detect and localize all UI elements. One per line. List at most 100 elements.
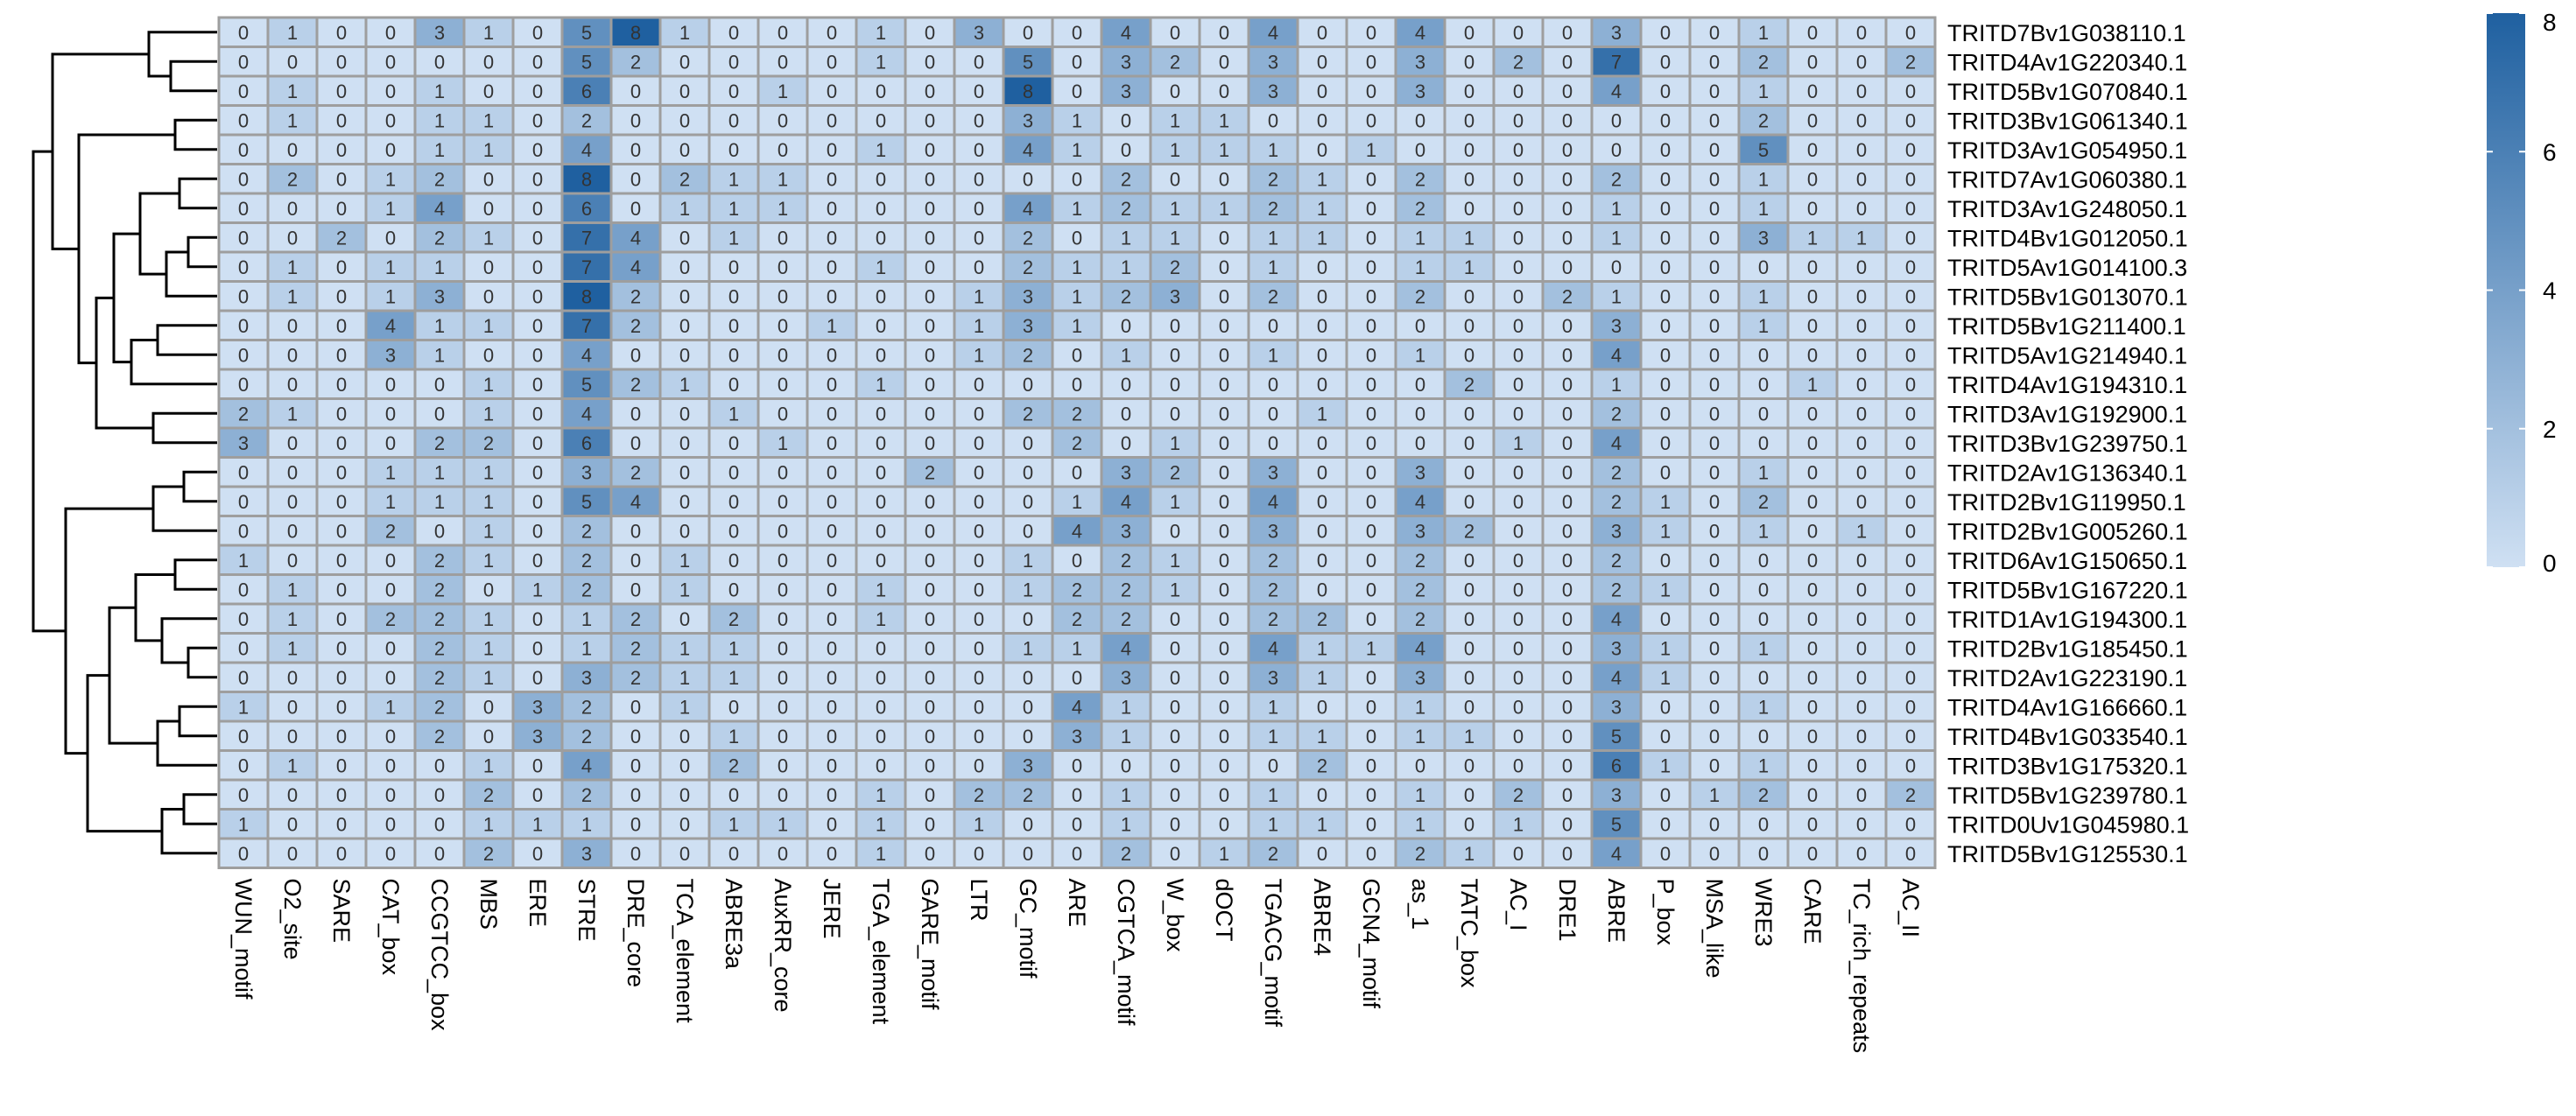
heatmap-cell (462, 280, 515, 312)
cell-value-label: 0 (630, 726, 641, 748)
cell-value-label: 2 (1415, 285, 1425, 307)
heatmap-cell (904, 778, 956, 811)
cell-value-label: 2 (1758, 51, 1769, 73)
cell-value-label: 6 (581, 198, 592, 220)
cell-value-label: 0 (287, 227, 298, 249)
cell-value-label: 4 (385, 315, 396, 337)
legend-tick-label: 2 (2543, 416, 2557, 443)
cell-value-label: 0 (728, 285, 739, 307)
cell-value-label: 0 (238, 755, 249, 776)
heatmap-cell (1737, 837, 1790, 869)
cell-value-label: 0 (1758, 550, 1769, 572)
cell-value-label: 0 (1317, 432, 1327, 454)
heatmap-cell (315, 573, 368, 606)
heatmap-cell (757, 74, 809, 107)
cell-value-label: 1 (1660, 637, 1671, 659)
cell-value-label: 0 (827, 51, 837, 73)
cell-value-label: 0 (1905, 667, 1916, 689)
cell-value-label: 0 (1709, 696, 1720, 718)
heatmap-cell (1492, 74, 1545, 107)
cell-value-label: 0 (1856, 667, 1867, 689)
cell-value-label: 0 (728, 550, 739, 572)
heatmap-cell (1541, 719, 1594, 752)
cell-value-label: 0 (728, 374, 739, 396)
cell-value-label: 0 (434, 755, 445, 776)
cell-value-label: 1 (1023, 550, 1033, 572)
cell-value-label: 0 (1709, 22, 1720, 44)
cell-value-label: 2 (1170, 461, 1180, 483)
heatmap-cell (1737, 16, 1790, 48)
cell-value-label: 2 (1023, 227, 1033, 249)
cell-value-label: 0 (385, 139, 396, 161)
heatmap-cell (1100, 691, 1152, 723)
heatmap-cell (560, 74, 613, 107)
heatmap-cell (1786, 544, 1839, 576)
heatmap-cell (1100, 46, 1152, 78)
cell-value-label: 0 (287, 432, 298, 454)
column-label: MBS (475, 879, 502, 930)
cell-value-label: 1 (974, 285, 984, 307)
cell-value-label: 0 (1660, 344, 1671, 366)
cell-value-label: 0 (336, 285, 347, 307)
cell-value-label: 1 (1317, 168, 1327, 190)
heatmap-cell (1051, 691, 1103, 723)
heatmap-cell (1296, 221, 1348, 254)
column-label: ERE (524, 879, 551, 928)
cell-value-label: 2 (1415, 608, 1425, 630)
cell-value-label: 1 (1611, 285, 1622, 307)
heatmap-cell (1198, 250, 1250, 283)
cell-value-label: 0 (1415, 315, 1425, 337)
cell-value-label: 3 (1121, 520, 1131, 542)
cell-value-label: 2 (1023, 784, 1033, 806)
cell-value-label: 0 (1464, 637, 1475, 659)
heatmap-cell (1639, 46, 1692, 78)
cell-value-label: 0 (1513, 22, 1524, 44)
heatmap-cell (658, 250, 711, 283)
cell-value-label: 2 (1121, 198, 1131, 220)
cell-value-label: 0 (532, 139, 543, 161)
cell-value-label: 0 (974, 667, 984, 689)
cell-value-label: 1 (1758, 285, 1769, 307)
cell-value-label: 0 (1856, 139, 1867, 161)
cell-value-label: 1 (1072, 198, 1082, 220)
heatmap-cell (511, 602, 564, 635)
heatmap-cell (707, 368, 760, 400)
heatmap-cell (462, 837, 515, 869)
cell-value-label: 1 (1415, 726, 1425, 748)
cell-value-label: 1 (1170, 579, 1180, 600)
cell-value-label: 2 (1268, 198, 1278, 220)
cell-value-label: 0 (1856, 256, 1867, 278)
cell-value-label: 0 (336, 315, 347, 337)
cell-value-label: 0 (1660, 198, 1671, 220)
cell-value-label: 1 (483, 227, 494, 249)
heatmap-cell (904, 368, 956, 400)
heatmap-cell (1198, 691, 1250, 723)
cell-value-label: 0 (336, 432, 347, 454)
cell-value-label: 0 (1219, 227, 1229, 249)
cell-value-label: 0 (1219, 81, 1229, 102)
cell-value-label: 0 (1807, 784, 1818, 806)
cell-value-label: 0 (1366, 344, 1376, 366)
cell-value-label: 0 (1513, 315, 1524, 337)
cell-value-label: 2 (434, 168, 445, 190)
column-label: as_1 (1407, 879, 1433, 930)
legend-tick-label: 8 (2543, 9, 2557, 36)
heatmap-cell (1541, 426, 1594, 459)
cell-value-label: 0 (1121, 755, 1131, 776)
cell-value-label: 1 (1464, 726, 1475, 748)
cell-value-label: 0 (1219, 256, 1229, 278)
cell-value-label: 1 (1758, 168, 1769, 190)
cell-value-label: 0 (1758, 374, 1769, 396)
cell-value-label: 1 (483, 403, 494, 425)
heatmap-cell (1492, 280, 1545, 312)
cell-value-label: 1 (1758, 637, 1769, 659)
cell-value-label: 0 (238, 608, 249, 630)
cell-value-label: 1 (385, 198, 396, 220)
heatmap-cell (1835, 485, 1888, 517)
cell-value-label: 1 (1464, 256, 1475, 278)
heatmap-cell (413, 691, 466, 723)
cell-value-label: 1 (1611, 374, 1622, 396)
cell-value-label: 0 (1758, 608, 1769, 630)
cell-value-label: 0 (1072, 344, 1082, 366)
heatmap-cell (364, 74, 417, 107)
